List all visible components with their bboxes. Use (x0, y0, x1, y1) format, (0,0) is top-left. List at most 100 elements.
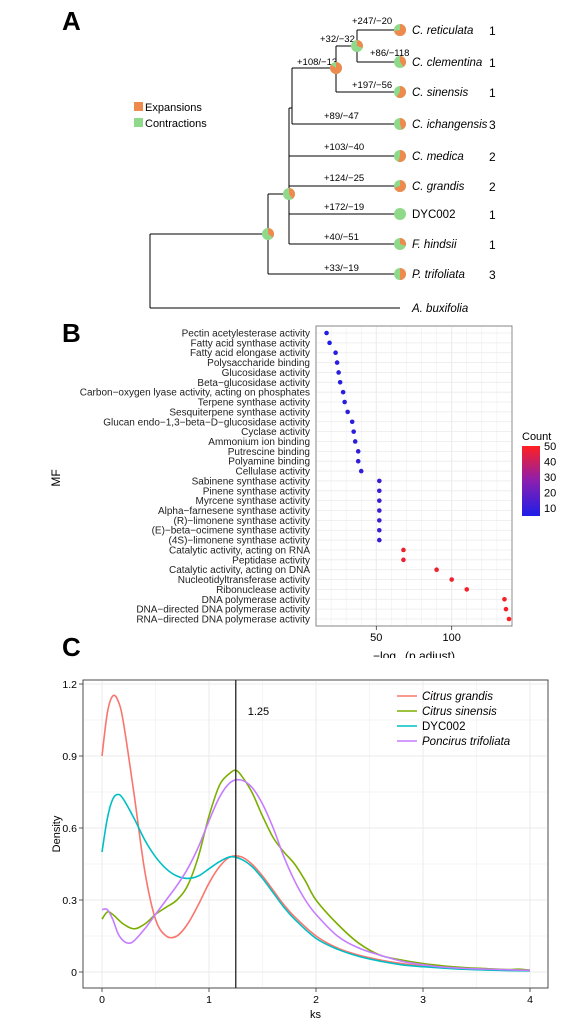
legend-label: Citrus sinensis (422, 706, 497, 718)
leaf-name: C. medica (412, 151, 464, 163)
node-pie-expansion (330, 62, 343, 74)
y-tick-label: 0 (71, 967, 77, 979)
data-point (340, 389, 346, 395)
density-line (101, 778, 531, 972)
branch-label: +103/−40 (324, 142, 364, 153)
branch-label: +89/−47 (324, 111, 359, 122)
node-pie-expansion (394, 24, 406, 36)
leaf-name: C. reticulata (412, 25, 473, 37)
branch-label: +108/−13 (297, 57, 337, 68)
y-tick-label: 0.3 (62, 895, 77, 907)
x-axis-label: −log10(p.adjust) (373, 649, 455, 658)
legend-tick-label: 50 (544, 441, 556, 453)
leaf-name: A. buxifolia (411, 303, 468, 315)
y-tick-label: Myrcene synthase activity (196, 496, 311, 507)
data-point (355, 458, 361, 464)
y-tick-label: Fatty acid elongase activity (190, 348, 310, 359)
leaf-count: 1 (489, 86, 496, 100)
leaf-count: 1 (489, 238, 496, 252)
x-tick-label: 50 (370, 632, 382, 644)
leaf-name: DYC002 (412, 209, 455, 221)
data-point (434, 567, 439, 572)
y-tick-label: 0.9 (62, 751, 77, 763)
y-tick-label: Putrescine binding (228, 447, 310, 458)
data-point (401, 547, 406, 553)
y-axis-label: Density (51, 815, 63, 852)
ks-density-panel: 1.25 0 1 2 3 4 0 0.3 0.6 0.9 1.2 ks Density Citrus gr… (51, 679, 549, 1021)
leaf-name: C. grandis (412, 181, 465, 193)
plot-border (315, 325, 513, 627)
data-point (334, 360, 340, 365)
y-tick-label: Sabinene synthase activity (192, 476, 310, 487)
branch-label: +33/−19 (324, 263, 359, 274)
legend-label: Citrus grandis (422, 691, 493, 703)
leaf-node-pie (394, 208, 406, 220)
node-pie-expansion (398, 150, 406, 162)
ks-peak-label: 1.25 (248, 706, 269, 718)
branch-label: +197/−56 (352, 80, 392, 91)
y-tick-label: Terpene synthase activity (198, 398, 310, 409)
data-point (506, 616, 512, 622)
legend-contractions-label: Contractions (145, 118, 207, 130)
plot-border (82, 679, 549, 989)
panel-label-b: B (62, 318, 81, 348)
data-point (377, 498, 382, 503)
data-point (503, 606, 509, 612)
y-tick-label: Polyamine binding (228, 457, 310, 468)
y-tick-label: (4S)−limonene synthase activity (169, 536, 310, 547)
y-tick-label: RNA−directed DNA polymerase activity (136, 615, 310, 626)
panel-label-a: A (62, 6, 81, 36)
plot-panel (315, 325, 513, 627)
tree-panel: C. reticulata 1 +247/−20 C. clementina 1 +86/… (134, 16, 496, 315)
data-point (333, 350, 338, 356)
node-pie-expansion (400, 238, 406, 246)
y-tick-label: Peptidase activity (232, 555, 310, 566)
x-tick-label: 100 (443, 632, 461, 644)
y-tick-label: Ammonium ion binding (208, 437, 310, 448)
data-point (337, 380, 343, 385)
node-pie-expansion (268, 228, 274, 238)
legend-tick-label: 20 (544, 488, 556, 500)
y-tick-label: Cyclase activity (241, 427, 310, 438)
legend-tick-label: 10 (544, 503, 556, 515)
y-tick-label: Polysaccharide binding (207, 358, 310, 369)
branch-label: +172/−19 (324, 202, 364, 213)
x-tick-label: 3 (420, 994, 426, 1006)
data-point (377, 527, 382, 533)
data-point (377, 537, 382, 543)
data-point (449, 577, 454, 582)
data-point (502, 596, 507, 602)
legend-label: Poncirus trifoliata (422, 736, 510, 748)
leaf-count: 2 (489, 180, 496, 194)
x-tick-label: 4 (527, 994, 533, 1006)
y-tick-label: DNA−directed DNA polymerase activity (136, 605, 310, 616)
data-point (377, 518, 382, 523)
data-point (464, 587, 470, 592)
branch-label: +124/−25 (324, 173, 364, 184)
node-pie-expansion (357, 40, 363, 48)
legend-tick-label: 30 (544, 472, 556, 484)
branch-label: +86/−118 (370, 48, 409, 59)
data-point (342, 399, 347, 405)
legend-contractions-swatch (134, 118, 143, 127)
legend-expansions-label: Expansions (145, 102, 202, 114)
leaf-name: C. ichangensis (412, 119, 488, 131)
leaf-count: 1 (489, 208, 496, 222)
y-tick-label: DNA polymerase activity (202, 595, 310, 606)
node-pie-expansion (289, 188, 295, 199)
y-tick-label: Ribonuclease activity (216, 585, 310, 596)
data-point (358, 468, 364, 474)
branch-label: +32/−32 (320, 34, 355, 45)
legend-tick-label: 40 (544, 457, 556, 469)
data-point (349, 419, 355, 425)
data-point (377, 488, 382, 494)
data-point (377, 508, 382, 513)
legend-expansions-swatch (134, 102, 143, 111)
leaf-name: F. hindsii (412, 239, 457, 251)
branch-label: +40/−51 (324, 232, 359, 243)
colorbar (522, 446, 540, 516)
y-tick-label: Cellulase activity (236, 467, 310, 478)
data-point (377, 478, 382, 484)
x-tick-label: 1 (206, 994, 212, 1006)
